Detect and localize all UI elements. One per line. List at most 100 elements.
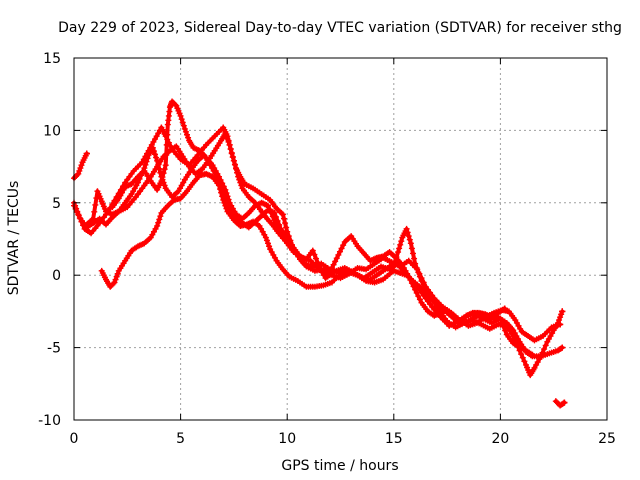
data-point <box>237 179 244 186</box>
y-axis-label: SDTVAR / TECUs <box>6 181 22 296</box>
data-point <box>266 243 273 250</box>
data-point <box>408 245 415 252</box>
data-point <box>215 173 222 180</box>
data-point <box>340 242 347 249</box>
series-track-7 <box>552 398 568 409</box>
data-point <box>158 178 165 185</box>
data-point <box>143 158 150 165</box>
data-point <box>309 247 316 254</box>
data-point <box>183 131 190 138</box>
data-point <box>177 112 184 119</box>
data-point <box>415 269 422 276</box>
data-point <box>222 186 229 193</box>
data-point <box>416 273 423 280</box>
data-point <box>228 149 235 156</box>
data-point <box>266 206 273 213</box>
data-point <box>178 116 185 123</box>
x-tick-label: 5 <box>176 431 185 447</box>
x-tick-label: 15 <box>385 431 403 447</box>
data-point <box>262 234 269 241</box>
data-point <box>111 279 118 286</box>
data-point <box>405 233 412 240</box>
data-point <box>112 276 119 283</box>
data-point <box>75 212 82 219</box>
data-point <box>561 399 568 406</box>
x-tick-label: 10 <box>278 431 296 447</box>
data-point <box>231 161 238 168</box>
data-point <box>557 314 564 321</box>
y-tick-label: 0 <box>52 268 61 284</box>
data-point <box>556 317 563 324</box>
data-point <box>332 258 339 265</box>
data-point <box>160 170 167 177</box>
data-point <box>92 201 99 208</box>
data-point <box>157 213 164 220</box>
data-point <box>234 169 241 176</box>
data-point <box>497 315 504 322</box>
data-point <box>224 193 231 200</box>
data-point <box>154 157 161 164</box>
data-point <box>224 136 231 143</box>
data-point <box>182 128 189 135</box>
data-point <box>90 215 97 222</box>
data-point <box>398 238 405 245</box>
data-point <box>282 220 289 227</box>
data-point <box>217 176 224 183</box>
data-point <box>225 196 232 203</box>
data-point <box>236 176 243 183</box>
data-point <box>161 182 168 189</box>
data-point <box>235 173 242 180</box>
data-point <box>498 319 505 326</box>
data-point <box>219 180 226 187</box>
data-point <box>152 151 159 158</box>
data-point <box>269 213 276 220</box>
y-tick-label: -5 <box>47 341 61 357</box>
data-point <box>164 131 171 138</box>
data-point <box>76 167 83 174</box>
data-point <box>429 296 436 303</box>
data-point <box>78 162 85 169</box>
data-point <box>427 292 434 299</box>
data-point <box>149 144 156 151</box>
axis-ticks: 0 5 10 15 20 25 -10 -5 0 5 10 15 <box>38 51 616 447</box>
data-point <box>220 183 227 190</box>
data-point <box>539 349 546 356</box>
data-point <box>180 122 187 129</box>
data-point <box>75 170 82 177</box>
data-point <box>238 182 245 189</box>
data-point <box>519 354 526 361</box>
y-tick-label: 5 <box>52 196 61 212</box>
data-point <box>560 400 567 407</box>
data-point <box>283 224 290 231</box>
data-point <box>422 285 429 292</box>
data-point <box>273 220 280 227</box>
x-tick-label: 25 <box>598 431 616 447</box>
data-point <box>411 255 418 262</box>
data-point <box>74 171 81 178</box>
data-point <box>558 311 565 318</box>
data-point <box>312 255 319 262</box>
data-point <box>91 208 98 215</box>
data-point <box>156 165 163 172</box>
data-point <box>274 223 281 230</box>
data-point <box>559 344 566 351</box>
data-point <box>406 236 413 243</box>
data-point <box>529 351 536 358</box>
data-point <box>159 174 166 181</box>
data-point <box>110 280 117 287</box>
data-point <box>265 202 272 209</box>
data-point <box>163 141 170 148</box>
data-point <box>413 264 420 271</box>
data-point <box>179 119 186 126</box>
data-point <box>163 152 170 159</box>
data-point <box>431 299 438 306</box>
data-series <box>71 98 568 409</box>
x-axis-label: GPS time / hours <box>281 458 398 474</box>
data-point <box>150 148 157 155</box>
data-point <box>233 165 240 172</box>
data-point <box>409 250 416 257</box>
data-point <box>558 345 565 352</box>
data-point <box>161 166 168 173</box>
data-point <box>502 327 509 334</box>
